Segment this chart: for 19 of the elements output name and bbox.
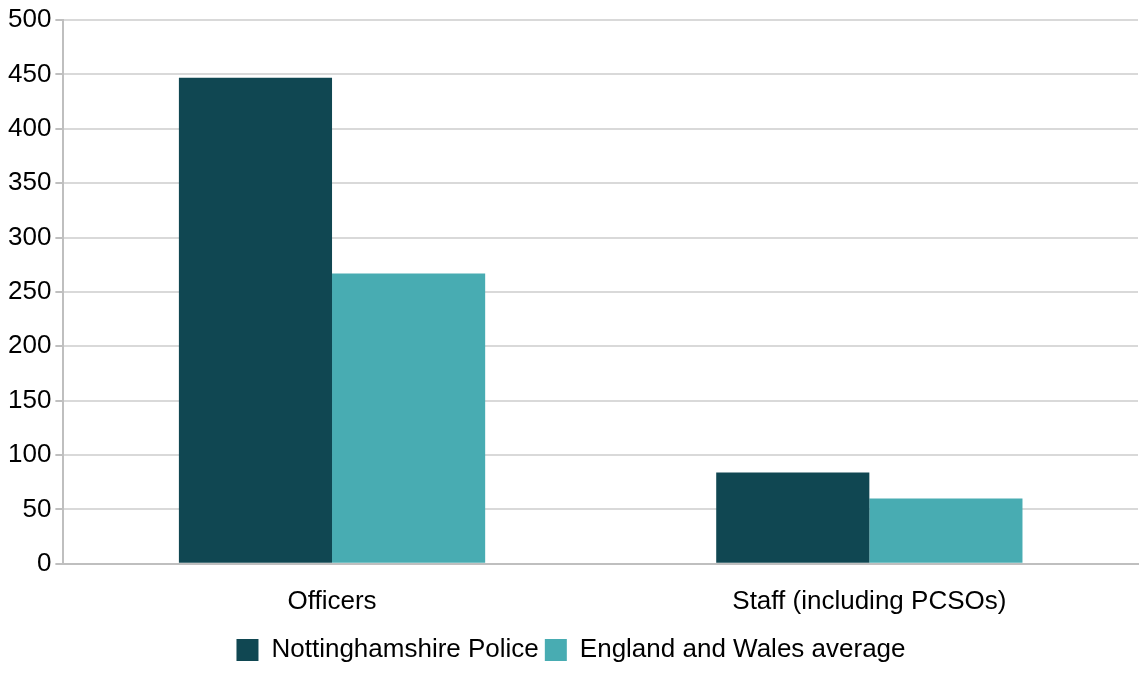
bar [869,498,1023,563]
y-tick-label: 200 [7,329,52,360]
bar [178,77,333,563]
y-tick-label: 100 [7,438,52,469]
y-tick-label: 400 [7,111,52,142]
x-tick-label: Officers [287,584,377,615]
y-tick-label: 0 [36,546,52,577]
y-tick-label: 350 [7,166,52,197]
y-tick-label: 50 [22,492,52,523]
bar [716,472,870,563]
y-tick-label: 150 [7,383,52,414]
bar [332,273,486,563]
x-tick-label: Staff (including PCSOs) [732,584,1007,615]
y-tick-label: 250 [7,275,52,306]
y-tick-label: 300 [7,220,52,251]
y-tick-label: 500 [7,3,52,34]
y-tick-label: 450 [7,57,52,88]
legend-label: England and Wales average [579,633,906,664]
legend-label: Nottinghamshire Police [271,633,539,664]
